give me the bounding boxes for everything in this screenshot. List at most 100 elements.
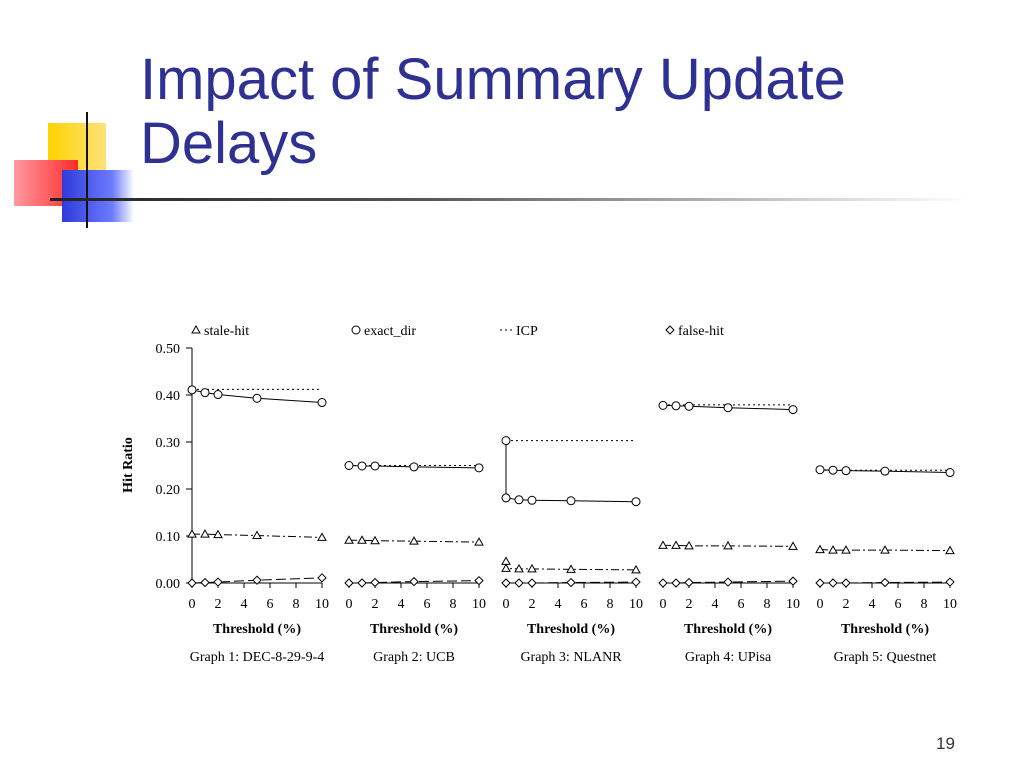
x-tick-label: 10 [786, 597, 800, 612]
false-hit-point [501, 578, 511, 588]
false-hit-point [527, 578, 537, 588]
exact-dir-point [723, 403, 733, 413]
false-hit-point [514, 578, 524, 588]
x-tick-label: 0 [189, 597, 196, 612]
x-tick-label: 10 [943, 597, 957, 612]
panel-caption: Graph 4: UPisa [685, 650, 772, 665]
false-hit-point [841, 578, 851, 588]
stale-hit-point [501, 556, 511, 565]
x-tick-label: 6 [581, 597, 588, 612]
exact-dir-point [880, 466, 890, 476]
x-tick-label: 8 [450, 597, 457, 612]
exact-dir-point [200, 388, 210, 398]
false-hit-point [344, 578, 354, 588]
exact-dir-point [788, 405, 798, 415]
legend-label: stale-hit [204, 324, 249, 339]
exact-dir-point [474, 463, 484, 473]
false-hit-point [723, 577, 733, 587]
stale-hit-point [213, 529, 223, 539]
x-tick-label: 10 [629, 597, 643, 612]
page-number: 19 [936, 734, 955, 753]
legend-diamond-marker [665, 325, 675, 335]
exact-dir-point [841, 466, 851, 476]
x-tick-label: 4 [869, 597, 876, 612]
stale-hit-point [474, 537, 484, 546]
false-hit-point [945, 577, 955, 587]
stale-hit-point [945, 545, 955, 555]
x-tick-label: 10 [472, 597, 486, 612]
legend-label: false-hit [678, 324, 724, 339]
exact-dir-point [317, 398, 327, 408]
legend-circle-marker [351, 325, 361, 335]
stale-hit-point [252, 530, 262, 540]
exact-dir-point [527, 495, 537, 505]
false-hit-point [684, 577, 694, 588]
stale-hit-point [501, 563, 511, 572]
stale-hit-point [658, 540, 668, 549]
exact-dir-point [684, 401, 694, 411]
x-axis-label: Threshold (%) [527, 622, 615, 637]
false-hit-point [370, 577, 380, 588]
false-hit-point [357, 578, 367, 588]
y-tick-label: 0.30 [156, 436, 181, 451]
slide-title: Impact of Summary Update Delays [140, 47, 846, 176]
y-tick-label: 0.40 [156, 389, 181, 404]
exact-dir-point [187, 385, 197, 395]
stale-hit-line [819, 549, 951, 552]
y-tick-label: 0.50 [156, 342, 181, 357]
false-hit-point [213, 577, 223, 587]
x-tick-label: 4 [555, 597, 562, 612]
exact-dir-point [213, 390, 223, 400]
decor-blue-square [62, 170, 134, 222]
x-tick-label: 6 [267, 597, 274, 612]
x-tick-label: 0 [346, 597, 353, 612]
panel-caption: Graph 5: Questnet [834, 650, 937, 665]
stale-hit-point [344, 535, 354, 544]
stale-hit-point [527, 563, 537, 573]
y-axis-label: Hit Ratio [121, 437, 136, 493]
exact-dir-point [514, 495, 524, 505]
exact-dir-point [658, 400, 668, 410]
exact-dir-point [370, 461, 380, 471]
stale-hit-point [514, 563, 524, 573]
y-tick-label: 0.10 [156, 530, 181, 545]
x-tick-label: 2 [843, 597, 850, 612]
stale-hit-point [187, 529, 197, 538]
x-tick-label: 0 [817, 597, 824, 612]
exact-dir-point [945, 468, 955, 478]
x-tick-label: 8 [293, 597, 300, 612]
y-tick-label: 0.20 [156, 483, 181, 498]
stale-hit-point [357, 535, 367, 544]
stale-hit-point [370, 535, 380, 545]
panel-caption: Graph 3: NLANR [520, 650, 622, 665]
x-tick-label: 10 [315, 597, 329, 612]
decor-vertical-line [86, 112, 88, 228]
false-hit-point [788, 576, 798, 586]
legend-triangle-marker [191, 324, 201, 334]
panel-caption: Graph 1: DEC-8-29-9-4 [190, 650, 325, 665]
exact-dir-point [631, 497, 641, 507]
exact-dir-point [344, 461, 354, 470]
legend-label: ICP [516, 324, 538, 339]
x-tick-label: 8 [921, 597, 928, 612]
false-hit-point [815, 578, 825, 588]
false-hit-point [828, 578, 838, 588]
exact-dir-point [815, 465, 825, 475]
x-tick-label: 2 [372, 597, 379, 612]
x-axis-label: Threshold (%) [841, 622, 929, 637]
stale-hit-point [317, 532, 327, 541]
x-tick-label: 2 [215, 597, 222, 612]
stale-hit-line [192, 533, 323, 538]
exact-dir-point [501, 436, 511, 446]
stale-hit-point [684, 540, 694, 550]
exact-dir-point [501, 493, 511, 503]
x-tick-label: 4 [712, 597, 719, 612]
exact-dir-point [828, 465, 838, 475]
stale-hit-line [349, 539, 480, 543]
legend-label: exact_dir [364, 324, 416, 339]
x-axis-label: Threshold (%) [370, 622, 458, 637]
stale-hit-point [828, 545, 838, 554]
false-hit-point [631, 577, 641, 587]
false-hit-point [252, 575, 262, 585]
stale-hit-line [663, 544, 794, 547]
